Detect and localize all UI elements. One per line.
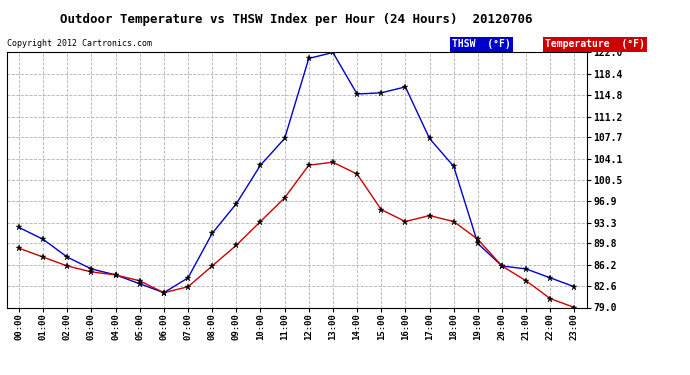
Text: Temperature  (°F): Temperature (°F) <box>545 39 645 50</box>
Text: Outdoor Temperature vs THSW Index per Hour (24 Hours)  20120706: Outdoor Temperature vs THSW Index per Ho… <box>61 13 533 26</box>
Text: Copyright 2012 Cartronics.com: Copyright 2012 Cartronics.com <box>7 39 152 48</box>
Text: THSW  (°F): THSW (°F) <box>452 39 511 50</box>
